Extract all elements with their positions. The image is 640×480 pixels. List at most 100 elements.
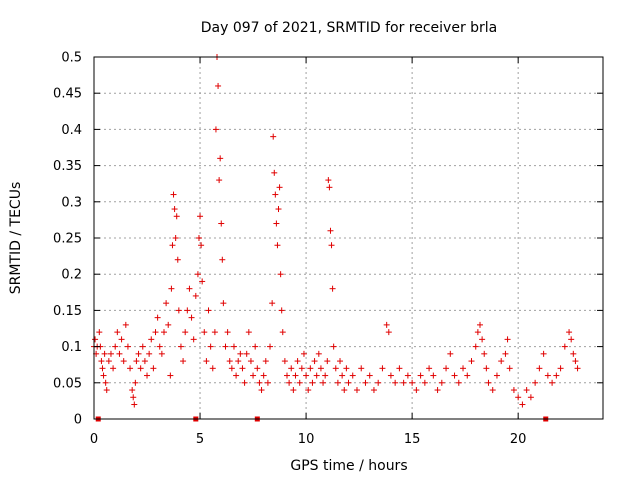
data-point [180, 358, 187, 365]
data-point [483, 365, 490, 372]
data-point [317, 365, 324, 372]
data-point [114, 329, 121, 336]
data-point [572, 358, 579, 365]
data-point [203, 358, 210, 365]
data-point [144, 372, 151, 379]
y-tick-label: 0.5 [61, 51, 82, 66]
data-point [290, 387, 297, 394]
data-point [216, 177, 223, 184]
data-point [510, 387, 517, 394]
y-tick-label: 0.4 [61, 123, 82, 138]
data-point [417, 372, 424, 379]
data-point [443, 365, 450, 372]
data-point [215, 82, 222, 89]
data-point [252, 343, 259, 350]
x-tick-label: 15 [404, 432, 421, 447]
data-point [124, 343, 131, 350]
data-point [474, 329, 481, 336]
data-point [197, 213, 204, 220]
data-point [218, 220, 225, 227]
data-point [506, 365, 513, 372]
data-point [182, 329, 189, 336]
data-point [199, 278, 206, 285]
data-point [133, 358, 140, 365]
data-point [330, 343, 337, 350]
data-point [553, 372, 560, 379]
y-tick-label: 0.05 [53, 376, 82, 391]
data-point [292, 372, 299, 379]
data-point [271, 169, 278, 176]
data-point [472, 343, 479, 350]
data-point [322, 372, 329, 379]
data-point [385, 329, 392, 336]
data-point [434, 387, 441, 394]
data-point [489, 387, 496, 394]
data-point [188, 314, 195, 321]
data-point [105, 358, 112, 365]
data-point [327, 227, 334, 234]
data-point [148, 336, 155, 343]
data-point [192, 292, 199, 299]
data-point [209, 365, 216, 372]
data-point [476, 321, 483, 328]
chart-title: Day 097 of 2021, SRMTID for receiver brl… [201, 20, 498, 36]
data-point [228, 365, 235, 372]
data-point [519, 401, 526, 408]
data-point [326, 184, 333, 191]
data-point [426, 365, 433, 372]
data-point [345, 379, 352, 386]
data-point [272, 191, 279, 198]
y-axis-label: SRMTID / TECUs [8, 182, 24, 295]
data-point [132, 379, 139, 386]
data-point [171, 206, 178, 213]
data-point [260, 372, 267, 379]
data-point [544, 372, 551, 379]
data-point [305, 387, 312, 394]
data-point [455, 379, 462, 386]
data-point [339, 372, 346, 379]
data-point [303, 372, 310, 379]
y-tick-label: 0.15 [53, 304, 82, 319]
data-point [574, 365, 581, 372]
data-point [127, 365, 134, 372]
data-point [120, 358, 127, 365]
data-point [329, 285, 336, 292]
data-point [241, 379, 248, 386]
data-point [116, 350, 123, 357]
data-point [566, 329, 573, 336]
x-tick-label: 5 [196, 432, 204, 447]
data-point [447, 350, 454, 357]
data-point [194, 271, 201, 278]
data-point [504, 336, 511, 343]
data-point [103, 387, 110, 394]
data-point [527, 394, 534, 401]
data-point [557, 365, 564, 372]
data-points [91, 54, 581, 408]
data-point [532, 379, 539, 386]
data-point [568, 336, 575, 343]
data-point [337, 358, 344, 365]
data-point [286, 379, 293, 386]
data-point [404, 372, 411, 379]
data-point [118, 336, 125, 343]
data-point [207, 343, 214, 350]
data-point [264, 379, 271, 386]
data-point [195, 235, 202, 241]
data-point [220, 300, 227, 307]
data-point [169, 242, 176, 249]
data-point [276, 184, 283, 191]
data-point [277, 271, 284, 278]
data-point [212, 126, 219, 133]
data-point [349, 372, 356, 379]
data-point [396, 365, 403, 372]
data-point [243, 350, 250, 357]
data-point [464, 372, 471, 379]
x-tick-label: 20 [510, 432, 527, 447]
data-point [235, 358, 242, 365]
data-point [175, 307, 182, 314]
data-point [237, 350, 244, 357]
data-point [250, 372, 257, 379]
axis-ticks: 0 0.05 0.1 0.15 0.2 0.25 0.3 0.35 0.4 0.45 0.5 0 5 10… [53, 51, 603, 447]
data-point [498, 358, 505, 365]
data-point [205, 307, 212, 314]
